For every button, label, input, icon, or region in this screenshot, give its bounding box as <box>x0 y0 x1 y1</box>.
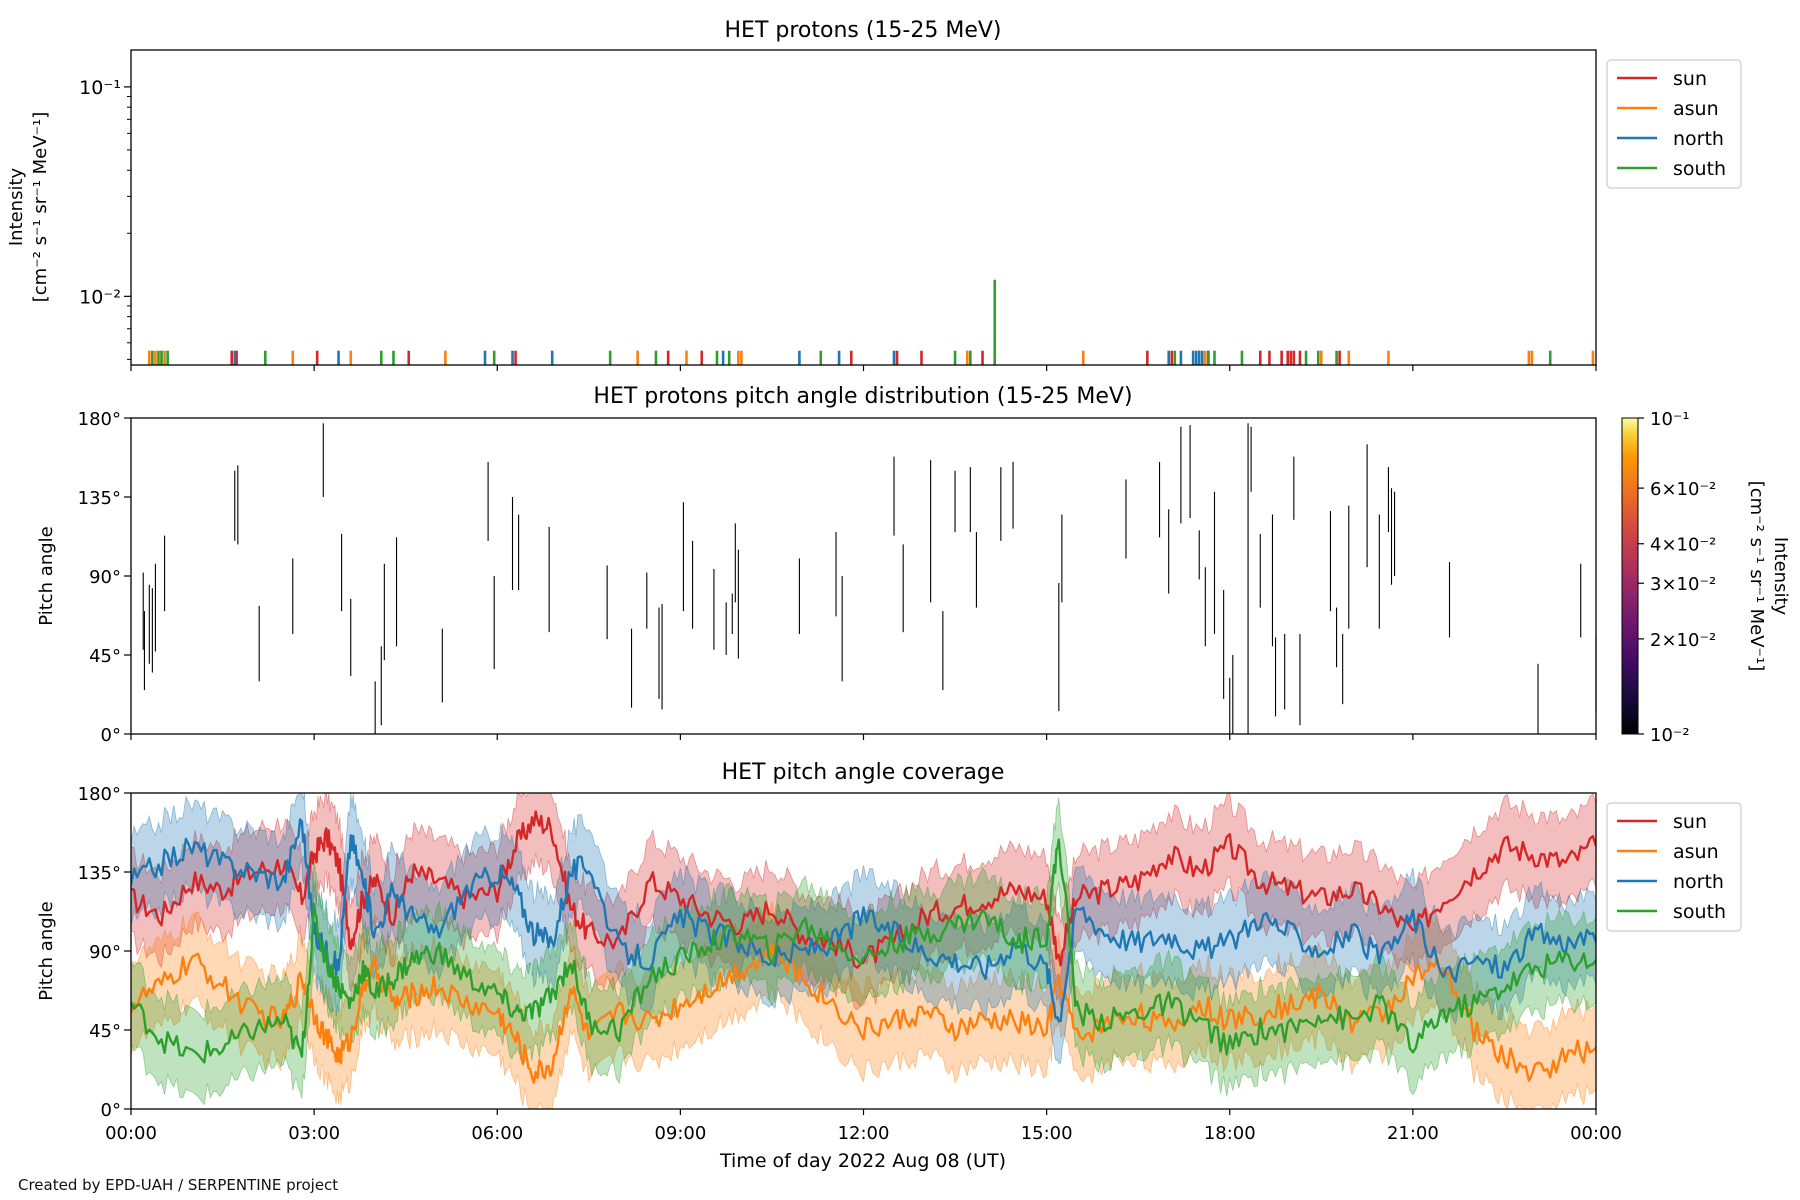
intensity-y-axis: 10⁻¹ 10⁻² <box>79 77 131 360</box>
pad-plot-area <box>131 418 1596 734</box>
y-tick-label: 180° <box>78 409 121 430</box>
credit-text: Created by EPD-UAH / SERPENTINE project <box>18 1176 339 1194</box>
colorbar-tick-label: 10⁻² <box>1650 725 1690 746</box>
coverage-legend: sun asun north south <box>1606 802 1742 932</box>
y-tick-label: 135° <box>78 863 121 884</box>
colorbar-tick-label: 3×10⁻² <box>1650 574 1716 595</box>
colorbar-label-line2: [cm⁻² s⁻¹ sr⁻¹ MeV⁻¹] <box>1746 481 1767 672</box>
x-tick-label: 06:00 <box>471 1123 523 1144</box>
colorbar-tick-label: 4×10⁻² <box>1650 535 1716 556</box>
colorbar-tick-label: 6×10⁻² <box>1650 479 1716 500</box>
y-tick-label: 45° <box>89 646 121 667</box>
coverage-line-south <box>131 838 1596 1064</box>
x-tick-label: 21:00 <box>1387 1123 1439 1144</box>
intensity-marks <box>148 279 1595 365</box>
y-tick-label: 180° <box>78 784 121 805</box>
coverage-y-label: Pitch angle <box>36 901 57 1000</box>
y-tick-label: 45° <box>89 1021 121 1042</box>
legend-label-south: south <box>1673 901 1726 923</box>
y-tick-label: 0° <box>101 725 121 746</box>
y-tick-label: 10⁻² <box>79 286 121 308</box>
coverage-plot-frame <box>130 792 1597 1110</box>
coverage-line-asun <box>131 942 1596 1084</box>
legend-label-south: south <box>1673 158 1726 180</box>
y-tick-label: 90° <box>89 942 121 963</box>
pad-y-label: Pitch angle <box>36 526 57 625</box>
colorbar-label-line1: Intensity <box>1770 537 1791 616</box>
coverage-plot-area <box>131 793 1596 1109</box>
pad-panel: HET protons pitch angle distribution (15… <box>36 384 1791 746</box>
coverage-line-sun <box>131 810 1596 969</box>
coverage-band-north <box>131 793 1596 1064</box>
intensity-y-label-line1: Intensity <box>6 167 27 246</box>
pad-plot-frame <box>130 417 1597 735</box>
intensity-plot-area <box>131 50 1596 365</box>
coverage-panel-title: HET pitch angle coverage <box>722 760 1005 785</box>
coverage-legend-box <box>1606 802 1742 932</box>
legend-label-asun: asun <box>1673 98 1719 120</box>
legend-label-sun: sun <box>1673 68 1707 90</box>
legend-label-sun: sun <box>1673 811 1707 833</box>
x-axis-label: Time of day 2022 Aug 08 (UT) <box>719 1150 1006 1172</box>
y-tick-label: 10⁻¹ <box>79 77 121 99</box>
intensity-panel-title: HET protons (15-25 MeV) <box>725 18 1002 43</box>
coverage-marks <box>131 793 1596 1109</box>
x-tick-label: 00:00 <box>105 1123 157 1144</box>
colorbar: 10⁻¹ 6×10⁻² 4×10⁻² 3×10⁻² 2×10⁻² 10⁻² Intensi… <box>1621 409 1791 746</box>
intensity-legend: sun asun north south <box>1606 59 1742 189</box>
pad-y-axis: 0° 45° 90° 135° 180° <box>78 409 131 746</box>
intensity-y-label-line2: [cm⁻² s⁻¹ sr⁻¹ MeV⁻¹] <box>30 112 51 303</box>
x-tick-label: 12:00 <box>838 1123 890 1144</box>
legend-label-asun: asun <box>1673 841 1719 863</box>
coverage-x-ticks: 00:00 03:00 06:00 09:00 12:00 15:00 18:00 21:00… <box>105 1109 1622 1144</box>
y-tick-label: 135° <box>78 488 121 509</box>
y-tick-label: 0° <box>101 1100 121 1121</box>
intensity-legend-box <box>1606 59 1742 189</box>
x-tick-label: 18:00 <box>1204 1123 1256 1144</box>
colorbar-ticks: 10⁻¹ 6×10⁻² 4×10⁻² 3×10⁻² 2×10⁻² 10⁻² <box>1638 409 1716 746</box>
colorbar-tick-label: 2×10⁻² <box>1650 630 1716 651</box>
intensity-panel: HET protons (15-25 MeV) 10⁻¹ 10⁻² Intensi… <box>6 18 1742 371</box>
coverage-panel: HET pitch angle coverage 0° 45° 90° 135° 180… <box>36 760 1742 1172</box>
x-tick-label: 00:00 <box>1570 1123 1622 1144</box>
pad-x-ticks <box>130 734 1597 740</box>
intensity-x-ticks <box>130 365 1597 371</box>
colorbar-tick-label: 10⁻¹ <box>1650 409 1690 430</box>
x-tick-label: 03:00 <box>288 1123 340 1144</box>
coverage-band-sun <box>131 793 1596 1011</box>
coverage-y-axis: 0° 45° 90° 135° 180° <box>78 784 131 1121</box>
legend-label-north: north <box>1673 128 1724 150</box>
legend-label-north: north <box>1673 871 1724 893</box>
x-tick-label: 09:00 <box>654 1123 706 1144</box>
intensity-plot-frame <box>130 49 1597 366</box>
coverage-band-asun <box>131 901 1596 1109</box>
pad-panel-title: HET protons pitch angle distribution (15… <box>593 384 1132 409</box>
y-tick-label: 90° <box>89 567 121 588</box>
x-tick-label: 15:00 <box>1021 1123 1073 1144</box>
pad-marks <box>142 423 1597 734</box>
colorbar-gradient <box>1621 417 1639 735</box>
